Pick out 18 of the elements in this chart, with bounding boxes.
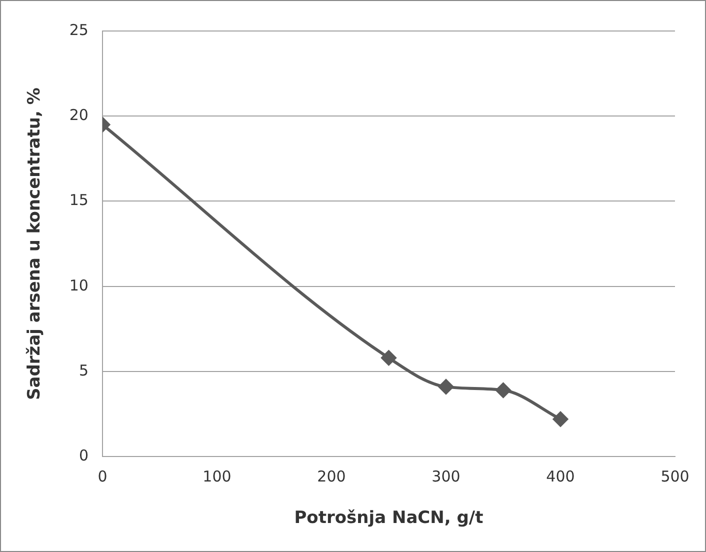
x-axis-title: Potrošnja NaCN, g/t [294, 508, 484, 528]
y-tick-label: 0 [78, 446, 88, 464]
y-tick-label: 20 [69, 106, 88, 124]
point [496, 382, 511, 398]
x-tick-label: 100 [202, 467, 232, 486]
y-tick-label: 5 [78, 361, 88, 380]
x-tick-label: 300 [432, 467, 460, 486]
y-tick-label: 25 [69, 20, 88, 39]
x-tick-label: 400 [546, 467, 575, 486]
x-tick-label: 0 [98, 467, 108, 486]
x-tick-label: 200 [317, 467, 346, 486]
y-axis-title: Sadržaj arsena u koncentratu, % [24, 88, 45, 400]
point [438, 379, 454, 394]
y-tick-label: 10 [69, 276, 88, 294]
x-tick-label: 500 [660, 467, 690, 486]
point [381, 350, 396, 366]
point [552, 412, 568, 427]
y-tick-label: 15 [69, 191, 88, 210]
